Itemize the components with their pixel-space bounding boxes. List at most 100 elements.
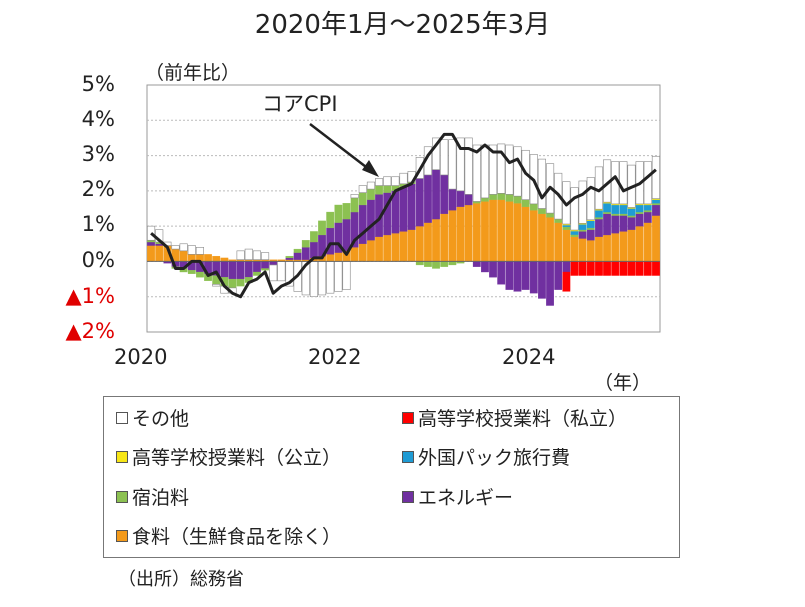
bar-6-2023-01 bbox=[440, 139, 449, 176]
legend-swatch-package-tour bbox=[402, 450, 414, 463]
bar-2-2022-10 bbox=[415, 261, 424, 266]
bar-0-2020-08 bbox=[204, 254, 212, 262]
legend-item-package-tour: 外国パック旅行費 bbox=[402, 443, 570, 470]
bar-6-2024-01 bbox=[537, 158, 546, 209]
bar-3-2024-06 bbox=[578, 224, 587, 230]
bar-6-2023-08 bbox=[497, 143, 506, 194]
legend-swatch-other bbox=[116, 411, 128, 424]
bar-6-2025-02 bbox=[643, 161, 652, 205]
bar-0-2022-09 bbox=[407, 229, 416, 262]
bar-0-2020-05 bbox=[179, 250, 188, 262]
bar-2-2021-09 bbox=[310, 231, 318, 243]
bar-6-2024-07 bbox=[586, 177, 595, 221]
bar-6-2022-06 bbox=[383, 176, 392, 186]
bar-2-2024-04 bbox=[562, 226, 571, 230]
bar-0-2023-05 bbox=[472, 203, 481, 262]
bar-1-2025-01 bbox=[635, 213, 644, 227]
legend-label-private-tuition: 高等学校授業料（私立） bbox=[418, 408, 628, 430]
bar-3-2024-08 bbox=[595, 210, 603, 218]
bar-0-2022-06 bbox=[383, 234, 392, 262]
bar-1-2022-04 bbox=[367, 199, 375, 241]
bar-1-2021-06 bbox=[285, 257, 294, 260]
bar-6-2020-05 bbox=[179, 243, 188, 252]
bar-1-2024-07 bbox=[586, 229, 595, 241]
x-tick-2020: 2020 bbox=[114, 345, 168, 369]
bar-0-2020-02 bbox=[155, 245, 164, 262]
bar-2-2024-12 bbox=[627, 215, 636, 218]
callout-arrow-shaft bbox=[309, 123, 371, 171]
bar-1-2023-02 bbox=[448, 188, 457, 211]
bar-1-2024-06 bbox=[578, 231, 587, 239]
bar-1-2023-10 bbox=[513, 261, 522, 292]
bar-0-2020-10 bbox=[220, 257, 229, 262]
bar-1-2021-02 bbox=[253, 261, 261, 273]
bar-6-2021-02 bbox=[252, 250, 261, 260]
bar-0-2022-12 bbox=[432, 218, 440, 262]
bar-6-2021-12 bbox=[334, 261, 343, 292]
bar-3-2024-11 bbox=[619, 204, 628, 214]
bar-3-2024-04 bbox=[562, 224, 571, 227]
bar-2-2024-01 bbox=[538, 208, 546, 214]
bar-3-2024-05 bbox=[570, 230, 579, 235]
bar-0-2024-05 bbox=[570, 236, 579, 262]
bar-1-2022-03 bbox=[358, 204, 367, 244]
bar-1-2022-09 bbox=[407, 183, 416, 230]
bar-0-2020-01 bbox=[147, 245, 155, 262]
x-tick-2022: 2022 bbox=[308, 345, 362, 369]
bar-2-2024-08 bbox=[595, 217, 603, 220]
bar-3-2024-07 bbox=[586, 220, 595, 229]
y-tick-2: 2% bbox=[81, 177, 115, 201]
bar-1-2022-11 bbox=[424, 174, 432, 223]
bar-0-2022-11 bbox=[424, 222, 432, 262]
bar-0-2023-12 bbox=[529, 210, 538, 262]
bar-3-2024-10 bbox=[611, 204, 620, 214]
bar-0-2025-03 bbox=[652, 215, 660, 262]
legend-swatch-energy bbox=[402, 490, 414, 503]
bar-2-2023-11 bbox=[521, 199, 530, 207]
bar-6-2020-07 bbox=[195, 247, 204, 255]
bar-0-2022-05 bbox=[375, 236, 383, 262]
callout-arrow-head bbox=[362, 160, 379, 177]
bar-6-2020-01 bbox=[147, 225, 156, 241]
legend-item-lodging: 宿泊料 bbox=[116, 483, 189, 510]
bar-6-2023-06 bbox=[480, 144, 489, 199]
bar-6-2021-01 bbox=[244, 248, 253, 260]
bar-2-2020-06 bbox=[187, 270, 196, 274]
core-cpi-line bbox=[150, 132, 657, 299]
bar-2-2024-10 bbox=[611, 213, 620, 216]
bar-2-2024-03 bbox=[554, 218, 563, 223]
legend-swatch-lodging bbox=[116, 490, 128, 503]
bar-0-2024-02 bbox=[546, 217, 554, 262]
y-tick-minus-1: ▲1% bbox=[65, 284, 115, 308]
bar-5-2025-02 bbox=[643, 261, 652, 276]
source-note: （出所）総務省 bbox=[118, 569, 244, 590]
bar-1-2021-07 bbox=[293, 252, 302, 260]
bar-1-2020-10 bbox=[220, 261, 229, 278]
bar-5-2024-07 bbox=[586, 261, 595, 276]
bar-1-2021-08 bbox=[301, 247, 310, 260]
legend-label-other: その他 bbox=[132, 408, 190, 430]
bar-2-2025-03 bbox=[652, 203, 660, 206]
bar-2-2021-06 bbox=[285, 255, 294, 259]
bar-0-2023-09 bbox=[505, 201, 514, 262]
x-axis-unit: （年） bbox=[594, 372, 652, 394]
bar-2-2022-05 bbox=[375, 185, 383, 195]
bar-2-2023-10 bbox=[513, 195, 522, 204]
bar-5-2024-10 bbox=[611, 261, 620, 276]
bar-0-2024-11 bbox=[619, 231, 628, 262]
bar-1-2023-08 bbox=[497, 261, 506, 285]
bar-1-2022-01 bbox=[342, 218, 351, 251]
bar-0-2023-08 bbox=[497, 199, 506, 262]
bar-0-2022-03 bbox=[358, 243, 367, 262]
bar-1-2024-09 bbox=[603, 213, 611, 236]
bar-2-2024-06 bbox=[578, 229, 587, 232]
legend-item-energy: エネルギー bbox=[402, 483, 513, 510]
bar-2-2020-11 bbox=[228, 278, 237, 289]
bar-2-2023-07 bbox=[489, 194, 497, 200]
bar-2-2022-11 bbox=[424, 261, 432, 267]
bar-2-2024-09 bbox=[603, 211, 611, 214]
bar-6-2023-03 bbox=[456, 137, 465, 192]
bar-2-2024-07 bbox=[586, 227, 595, 230]
bar-6-2025-03 bbox=[651, 155, 660, 199]
bar-3-2025-02 bbox=[643, 204, 652, 211]
